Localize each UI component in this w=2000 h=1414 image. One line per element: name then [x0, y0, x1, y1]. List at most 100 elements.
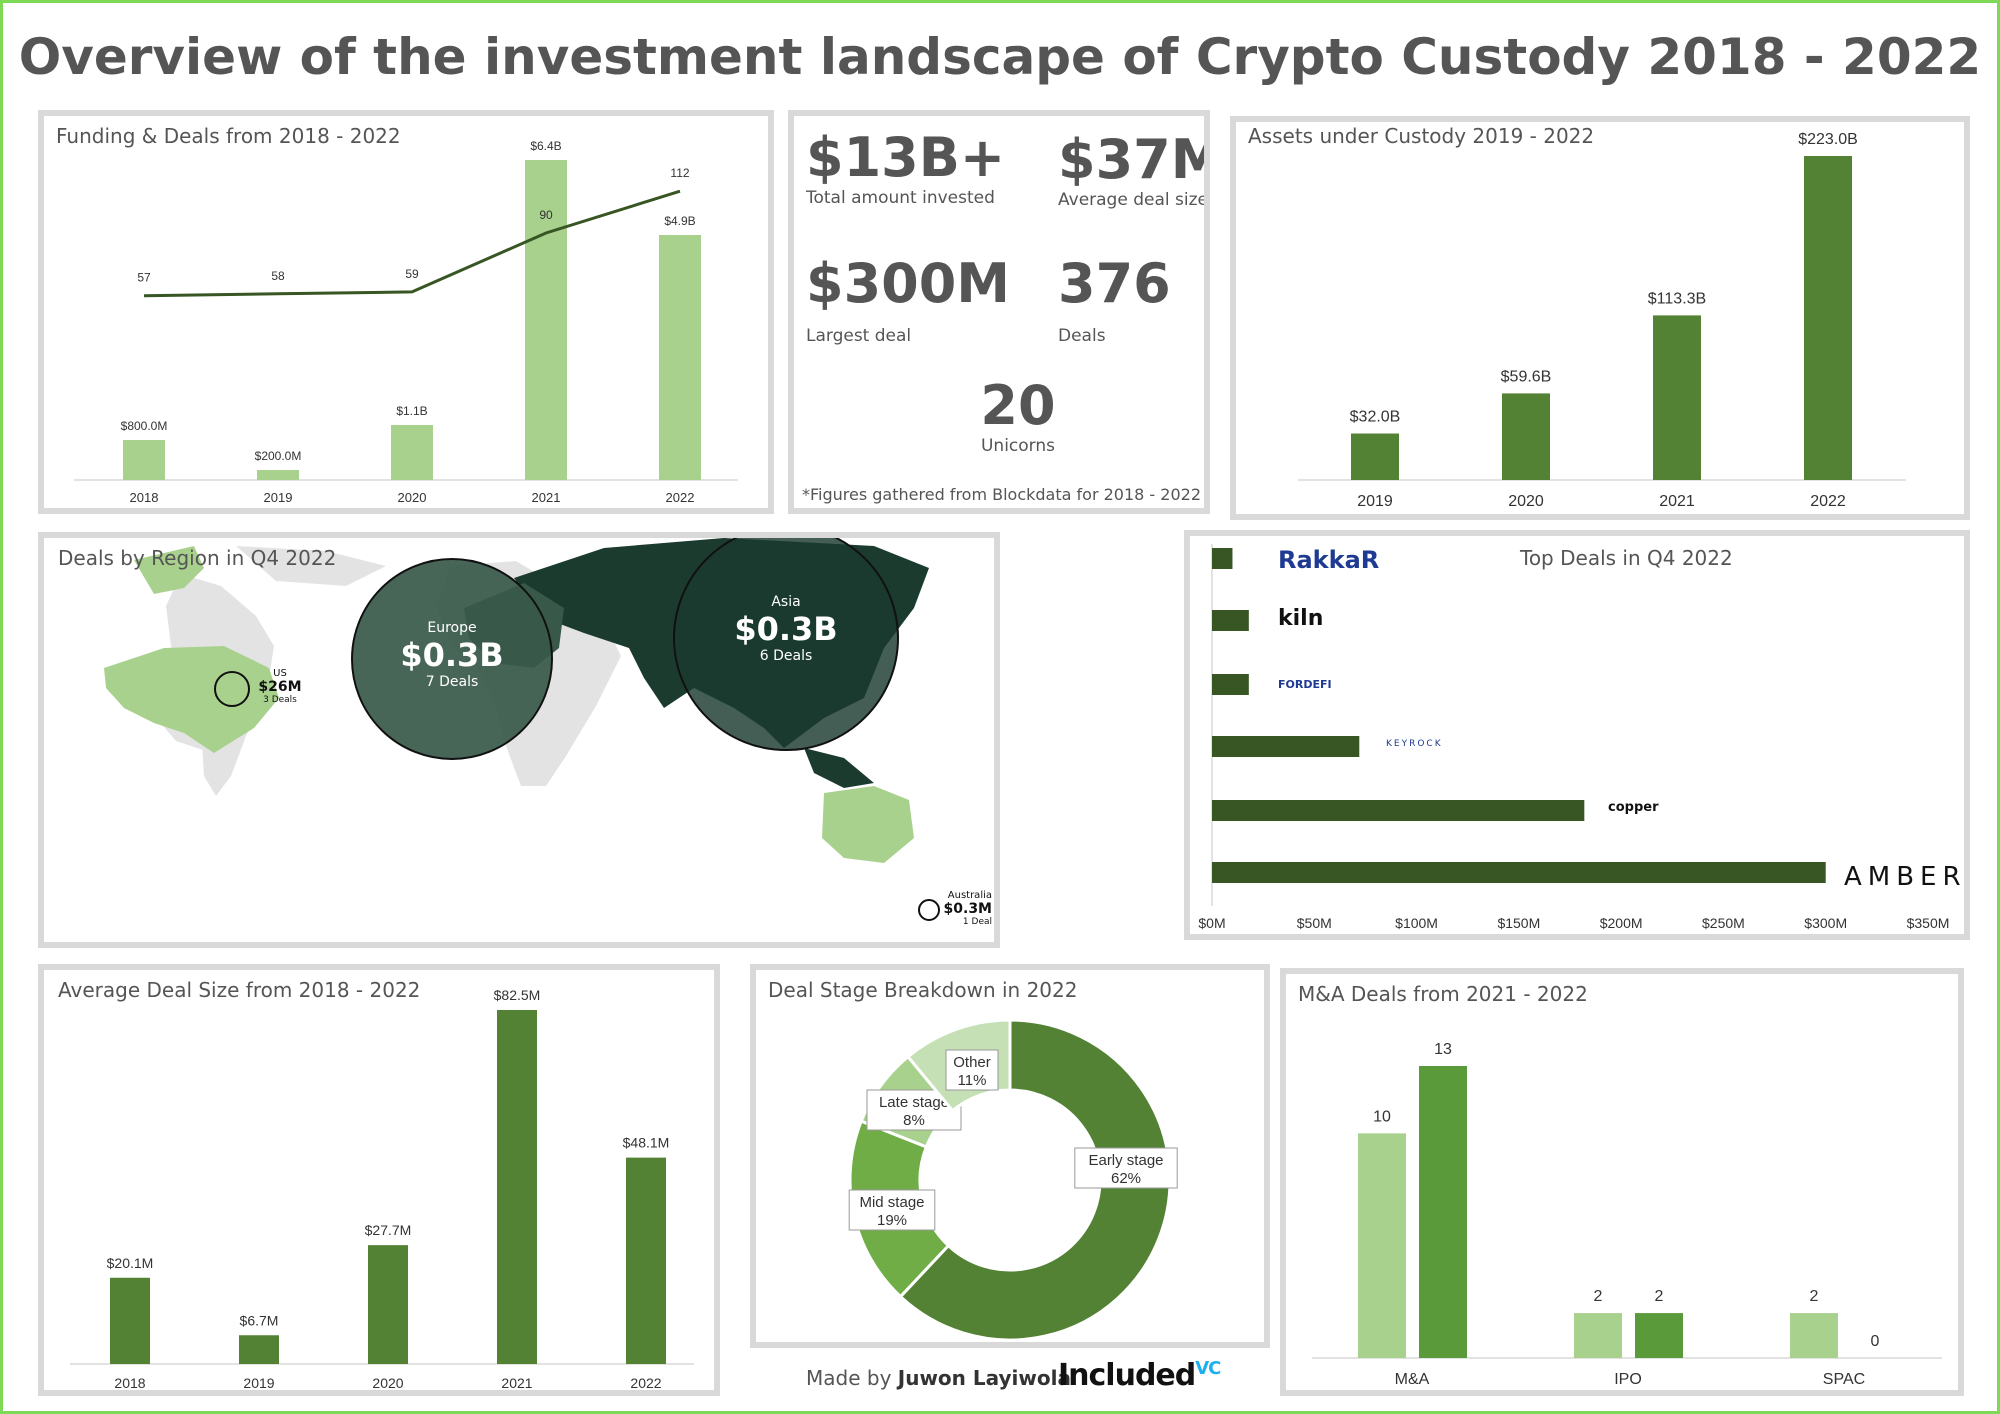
- region-europe-deals: 7 Deals: [425, 674, 479, 690]
- map-arctic: [236, 546, 386, 586]
- logo-kiln: kiln: [1278, 606, 1324, 631]
- stat-avg-deal-label: Average deal size: [1058, 190, 1208, 210]
- funding-bar-label: $4.9B: [664, 214, 695, 228]
- avgdeal-bar: [239, 1335, 279, 1364]
- stage-label-box: [848, 1189, 936, 1231]
- funding-tick-label: 2019: [264, 490, 293, 505]
- bubble-australia: [918, 899, 940, 921]
- region-us-label: US $26M 3 Deals: [250, 668, 310, 705]
- stat-deals-value: 376: [1058, 252, 1171, 315]
- mna-tick-label: SPAC: [1823, 1371, 1865, 1388]
- region-europe-label: Europe $0.3B 7 Deals: [382, 620, 522, 690]
- brand-name: Included: [1058, 1358, 1196, 1393]
- funding-line-label: 90: [539, 208, 553, 222]
- stat-avg-deal-value: $37M: [1058, 128, 1210, 191]
- avgdeal-bar: [110, 1277, 150, 1364]
- region-asia-value: $0.3B: [734, 610, 838, 648]
- auc-bar: [1653, 315, 1701, 480]
- funding-title: Funding & Deals from 2018 - 2022: [56, 124, 401, 148]
- map-southeast-asia: [804, 748, 874, 788]
- avgdeal-bar: [626, 1157, 666, 1364]
- stage-label-name: Mid stage: [859, 1194, 924, 1211]
- region-title: Deals by Region in Q4 2022: [58, 546, 337, 570]
- topdeals-tick-label: $0M: [1198, 915, 1225, 931]
- mna-panel: M&A Deals from 2021 - 2022 10 13 M&A 2 2 IPO 2…: [1280, 968, 1964, 1396]
- funding-line-label: 57: [137, 271, 151, 285]
- topdeals-bar: [1212, 736, 1360, 757]
- stage-label-box: [1074, 1147, 1178, 1189]
- stat-largest-deal-label: Largest deal: [806, 326, 912, 346]
- avgdeal-chart: $20.1M 2018 $6.7M 2019 $27.7M 2020 $82.5M 2021 $…: [70, 987, 694, 1391]
- stat-unicorns-value: 20: [980, 374, 1056, 437]
- funding-bar: [257, 470, 299, 480]
- auc-bar: [1502, 393, 1550, 480]
- stage-label-name: Other: [953, 1054, 991, 1071]
- stat-total-invested-label: Total amount invested: [806, 188, 995, 208]
- auc-title: Assets under Custody 2019 - 2022: [1248, 124, 1595, 148]
- avgdeal-tick-label: 2021: [501, 1375, 532, 1391]
- topdeals-chart: $0M $50M $100M $150M $200M $250M $300M $350M: [1198, 544, 1949, 931]
- stage-title: Deal Stage Breakdown in 2022: [768, 978, 1078, 1002]
- stat-unicorns: 20 Unicorns: [958, 374, 1078, 457]
- auc-bar: [1351, 433, 1399, 480]
- topdeals-tick-label: $150M: [1497, 915, 1540, 931]
- topdeals-bar: [1212, 548, 1233, 569]
- topdeals-title: Top Deals in Q4 2022: [1520, 546, 1733, 570]
- region-europe-name: Europe: [427, 620, 477, 636]
- avgdeal-bar: [368, 1245, 408, 1364]
- bubble-us: [214, 671, 250, 707]
- funding-panel: Funding & Deals from 2018 - 2022 $800.0M…: [38, 110, 774, 514]
- bubble-europe: [351, 558, 553, 760]
- stats-footnote: *Figures gathered from Blockdata for 201…: [802, 485, 1201, 504]
- funding-bar-label: $800.0M: [121, 419, 168, 433]
- avgdeal-bar-label: $20.1M: [107, 1255, 154, 1271]
- region-us-name: US: [273, 668, 287, 679]
- stage-panel: Deal Stage Breakdown in 2022 Early stage…: [750, 964, 1270, 1348]
- region-map: [104, 538, 940, 921]
- topdeals-bar: [1212, 862, 1826, 883]
- avgdeal-bar-label: $6.7M: [240, 1312, 279, 1328]
- region-us-deals: 3 Deals: [263, 695, 297, 705]
- map-australia: [822, 786, 914, 863]
- stage-label-value: 19%: [877, 1212, 907, 1229]
- mna-bar-label: 2: [1655, 1288, 1664, 1305]
- avgdeal-tick-label: 2020: [372, 1375, 403, 1391]
- avgdeal-bar: [497, 1010, 537, 1364]
- region-australia-value: $0.3M: [943, 901, 992, 917]
- funding-tick-label: 2020: [398, 490, 427, 505]
- funding-chart: $800.0M 2018 $200.0M 2019 $1.1B 2020 $6.4B 2021…: [74, 139, 738, 505]
- funding-bar-label: $6.4B: [530, 139, 561, 153]
- credit-line: Made by Juwon Layiwola: [806, 1366, 1071, 1390]
- region-us-value: $26M: [258, 679, 302, 695]
- logo-fordefi: FORDEFI: [1278, 678, 1332, 691]
- stats-panel: $13B+ Total amount invested $37M Average…: [788, 110, 1210, 514]
- funding-bar: [123, 440, 165, 480]
- mna-bar-label: 10: [1373, 1108, 1391, 1125]
- avgdeal-tick-label: 2022: [630, 1375, 661, 1391]
- auc-bar-label: $59.6B: [1501, 368, 1552, 385]
- funding-tick-label: 2021: [532, 490, 561, 505]
- auc-panel: Assets under Custody 2019 - 2022 $32.0B 2…: [1230, 116, 1970, 520]
- avgdeal-bar-label: $48.1M: [623, 1135, 670, 1151]
- funding-line-label: 58: [271, 269, 285, 283]
- stat-deals-label: Deals: [1058, 326, 1106, 346]
- avgdeal-panel: Average Deal Size from 2018 - 2022 $20.1…: [38, 964, 720, 1396]
- map-greenland: [134, 546, 204, 594]
- auc-bar-label: $223.0B: [1798, 131, 1858, 148]
- auc-bar: [1804, 156, 1852, 480]
- mna-bar: [1358, 1133, 1406, 1358]
- topdeals-tick-label: $50M: [1297, 915, 1332, 931]
- region-australia-name: Australia: [947, 890, 992, 901]
- auc-tick-label: 2020: [1508, 493, 1544, 510]
- region-asia-name: Asia: [771, 594, 801, 610]
- mna-bar-label: 2: [1810, 1288, 1819, 1305]
- mna-bar: [1635, 1313, 1683, 1358]
- topdeals-tick-label: $200M: [1600, 915, 1643, 931]
- logo-copper: copper: [1608, 800, 1659, 815]
- avgdeal-title: Average Deal Size from 2018 - 2022: [58, 978, 421, 1002]
- bubble-asia: [673, 538, 899, 751]
- auc-chart: $32.0B 2019 $59.6B 2020 $113.3B 2021 $223.0B 20…: [1298, 131, 1906, 510]
- auc-tick-label: 2019: [1357, 493, 1393, 510]
- funding-bar-label: $200.0M: [255, 449, 302, 463]
- region-australia-label: Australia $0.3M 1 Deal: [936, 890, 992, 927]
